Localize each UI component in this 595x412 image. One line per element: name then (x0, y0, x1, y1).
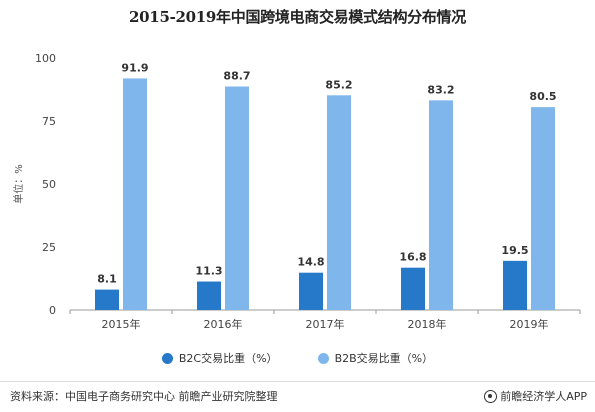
y-tick-label: 25 (42, 241, 56, 254)
x-tick-label: 2018年 (408, 317, 447, 331)
brand-credit: 前瞻经济学人APP (484, 388, 587, 404)
data-label: 83.2 (427, 83, 454, 96)
legend: B2C交易比重（%） B2B交易比重（%） (0, 350, 595, 366)
data-label: 16.8 (399, 251, 426, 264)
bar-b2b[interactable] (531, 107, 555, 310)
bar-b2b[interactable] (225, 86, 249, 310)
bar-b2c[interactable] (401, 267, 425, 310)
y-tick-label: 75 (42, 115, 56, 128)
y-tick-label: 100 (35, 52, 56, 65)
legend-marker-b2b (317, 352, 329, 364)
legend-label-b2c: B2C交易比重（%） (178, 352, 278, 365)
bar-b2c[interactable] (197, 281, 221, 310)
bar-b2c[interactable] (95, 289, 119, 310)
data-label: 88.7 (223, 69, 250, 82)
data-label: 8.1 (97, 273, 117, 286)
data-label: 19.5 (501, 244, 528, 257)
bar-b2b[interactable] (327, 95, 351, 311)
data-label: 91.9 (121, 61, 148, 74)
chart-title: 2015-2019年中国跨境电商交易模式结构分布情况 (129, 8, 466, 26)
data-label: 85.2 (325, 78, 352, 91)
data-label: 11.3 (195, 265, 222, 278)
data-label: 14.8 (297, 256, 324, 269)
bar-b2c[interactable] (299, 272, 323, 310)
bar-chart: 单位：% 0 25 50 75 100 8.1 91.9 11.3 88.7 14.8 85.2 1… (12, 52, 581, 331)
legend-marker-b2c (161, 352, 173, 364)
x-tick-label: 2019年 (510, 317, 549, 331)
bar-b2b[interactable] (123, 78, 147, 310)
bar-b2b[interactable] (429, 100, 453, 310)
legend-item-b2b[interactable]: B2B交易比重（%） (317, 350, 434, 366)
brand-logo-icon (484, 389, 498, 403)
data-label: 80.5 (529, 90, 556, 103)
y-tick-label: 50 (42, 178, 56, 191)
legend-item-b2c[interactable]: B2C交易比重（%） (161, 350, 278, 366)
y-axis-title: 单位：% (12, 164, 25, 204)
x-tick-label: 2015年 (102, 317, 141, 331)
y-tick-label: 0 (49, 304, 56, 317)
x-tick-label: 2016年 (204, 317, 243, 331)
brand-label: 前瞻经济学人APP (500, 390, 587, 403)
x-tick-label: 2017年 (306, 317, 345, 331)
source-note: 资料来源：中国电子商务研究中心 前瞻产业研究院整理 (10, 390, 278, 403)
legend-label-b2b: B2B交易比重（%） (334, 352, 434, 365)
bar-b2c[interactable] (503, 260, 527, 310)
footer: 资料来源：中国电子商务研究中心 前瞻产业研究院整理 前瞻经济学人APP (0, 381, 595, 412)
